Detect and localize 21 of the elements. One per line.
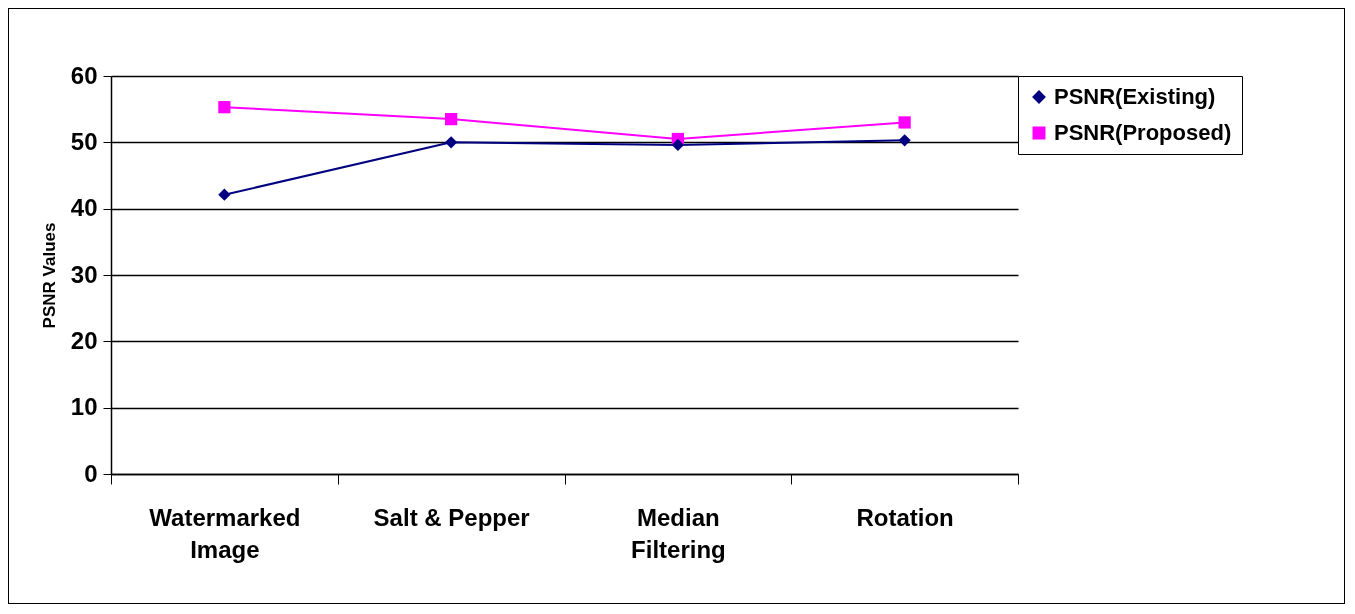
point [898,134,911,147]
y-tick-label: 30 [70,260,98,288]
point [218,188,231,201]
x-tick-label: Median Filtering [631,503,726,563]
y-tick-label: 40 [70,194,98,222]
y-tick-label: 10 [70,393,98,421]
y-tick-label: 60 [70,61,98,89]
point [898,116,911,129]
point [445,136,458,149]
y-axis-title: PSNR Values [39,222,59,329]
y-tick-label: 50 [70,127,98,155]
legend-label: PSNR(Proposed) [1054,120,1232,145]
x-tick-label: Salt & Pepper [373,503,530,531]
point [671,138,684,152]
x-tick-label: Watermarked Image [149,503,301,563]
point [218,101,231,114]
x-tick-label: Rotation [856,503,954,531]
point [445,112,458,126]
y-tick-label: 20 [70,326,98,354]
legend-label: PSNR(Existing) [1054,84,1216,109]
y-tick-label: 0 [84,459,98,487]
